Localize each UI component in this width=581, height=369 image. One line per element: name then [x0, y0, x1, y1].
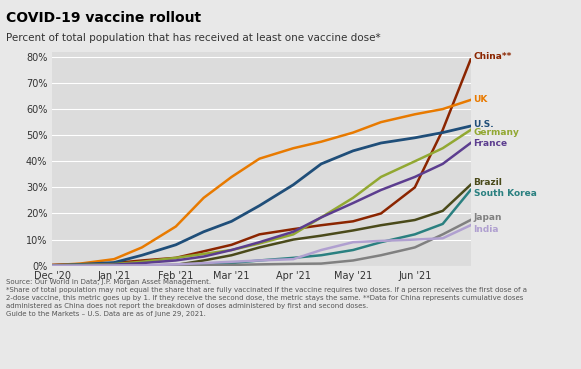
Text: France: France	[474, 138, 508, 148]
Text: Germany: Germany	[474, 128, 519, 137]
Text: China**: China**	[474, 52, 512, 61]
Text: Brazil: Brazil	[474, 177, 503, 187]
Text: Source: Our World in Data, J.P. Morgan Asset Management.
*Share of total populat: Source: Our World in Data, J.P. Morgan A…	[6, 279, 527, 317]
Text: U.S.: U.S.	[474, 120, 494, 129]
Text: Percent of total population that has received at least one vaccine dose*: Percent of total population that has rec…	[6, 33, 381, 43]
Text: Japan: Japan	[474, 213, 502, 222]
Text: UK: UK	[474, 96, 488, 104]
Text: India: India	[474, 225, 499, 234]
Text: COVID-19 vaccine rollout: COVID-19 vaccine rollout	[6, 11, 201, 25]
Text: South Korea: South Korea	[474, 189, 536, 199]
